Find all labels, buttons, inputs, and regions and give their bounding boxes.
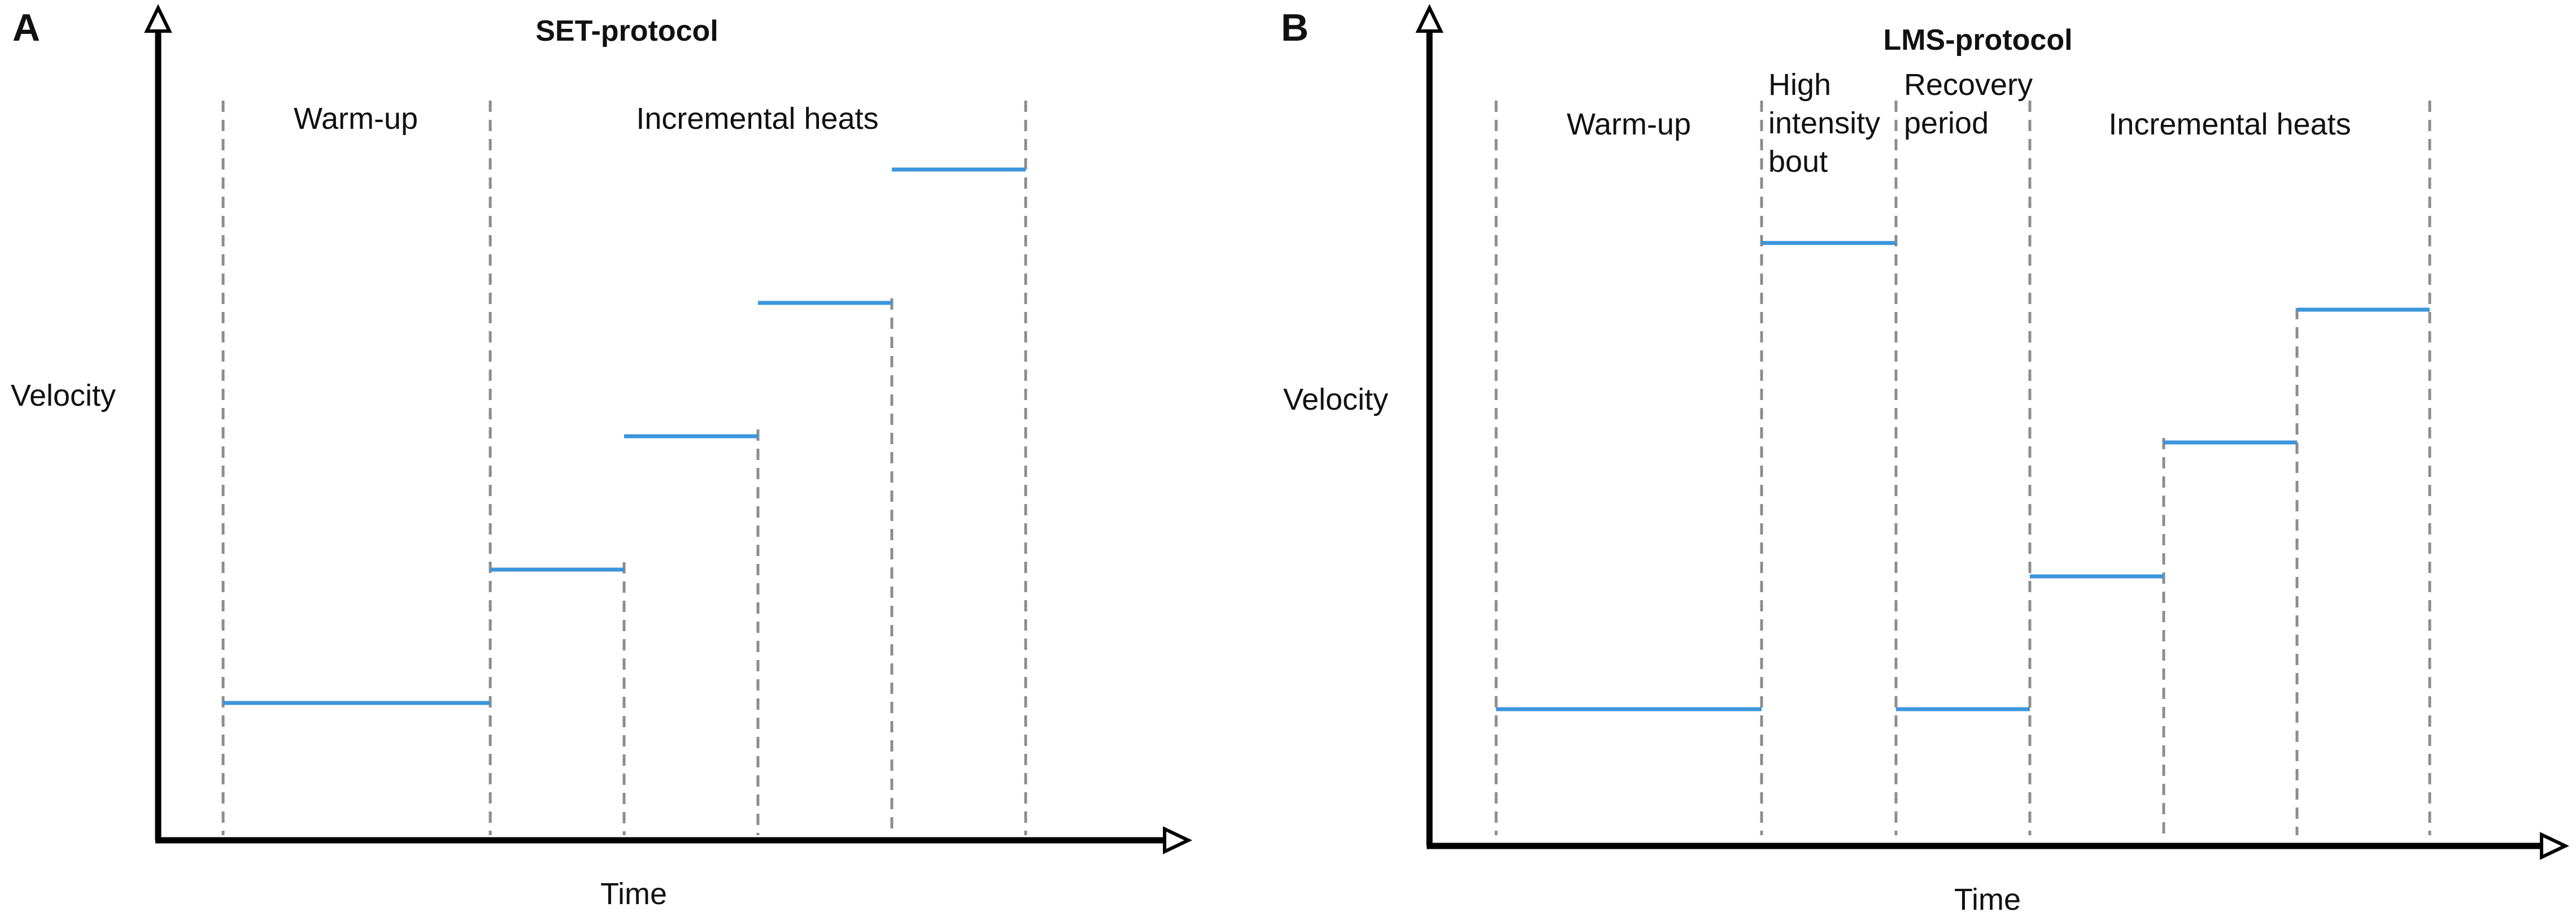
panel-b-letter: B — [1281, 6, 1309, 49]
panel-b-steps — [1496, 241, 2430, 711]
panel-a-y-axis-label: Velocity — [11, 379, 116, 413]
panel-a-x-axis-label: Time — [600, 877, 667, 911]
panel-b-title: LMS-protocol — [1883, 24, 2072, 57]
panel-b-phase-warm-up: Warm-up — [1567, 107, 1691, 141]
panel-b-phase-recovery-line-2: period — [1904, 106, 1989, 140]
panel-a-steps — [223, 167, 1026, 705]
panel-b-phase-high-intensity-line-1: High — [1768, 68, 1831, 102]
panel-a-phase-warm-up: Warm-up — [294, 102, 418, 136]
panel-b-phase-high-intensity-line-3: bout — [1768, 145, 1828, 179]
panel-b: B LMS-protocol Velocity Time W — [1281, 4, 2569, 916]
panel-a-letter: A — [12, 6, 40, 49]
panel-a-x-arrowhead — [1163, 826, 1192, 854]
panel-b-dividers — [1494, 101, 2431, 835]
panel-b-y-axis-label: Velocity — [1283, 383, 1388, 416]
panel-a: A SET-protocol Velocity Time Warm-up Inc — [11, 4, 1192, 911]
panel-a-y-arrowhead — [144, 4, 172, 33]
panel-b-phase-recovery-line-1: Recovery — [1904, 68, 2033, 102]
panel-b-x-arrowhead — [2540, 832, 2569, 860]
panel-b-x-axis-label: Time — [1954, 883, 2021, 916]
panel-a-phase-incremental-heats: Incremental heats — [636, 102, 878, 136]
panel-a-axes — [144, 4, 1192, 854]
panel-b-axes — [1415, 4, 2569, 860]
panel-a-title: SET-protocol — [535, 15, 718, 47]
panel-a-dividers — [221, 101, 1027, 835]
panel-b-y-arrowhead — [1415, 4, 1444, 33]
panel-b-phase-incremental-heats: Incremental heats — [2108, 107, 2351, 141]
panel-b-phase-high-intensity-line-2: intensity — [1768, 106, 1880, 140]
